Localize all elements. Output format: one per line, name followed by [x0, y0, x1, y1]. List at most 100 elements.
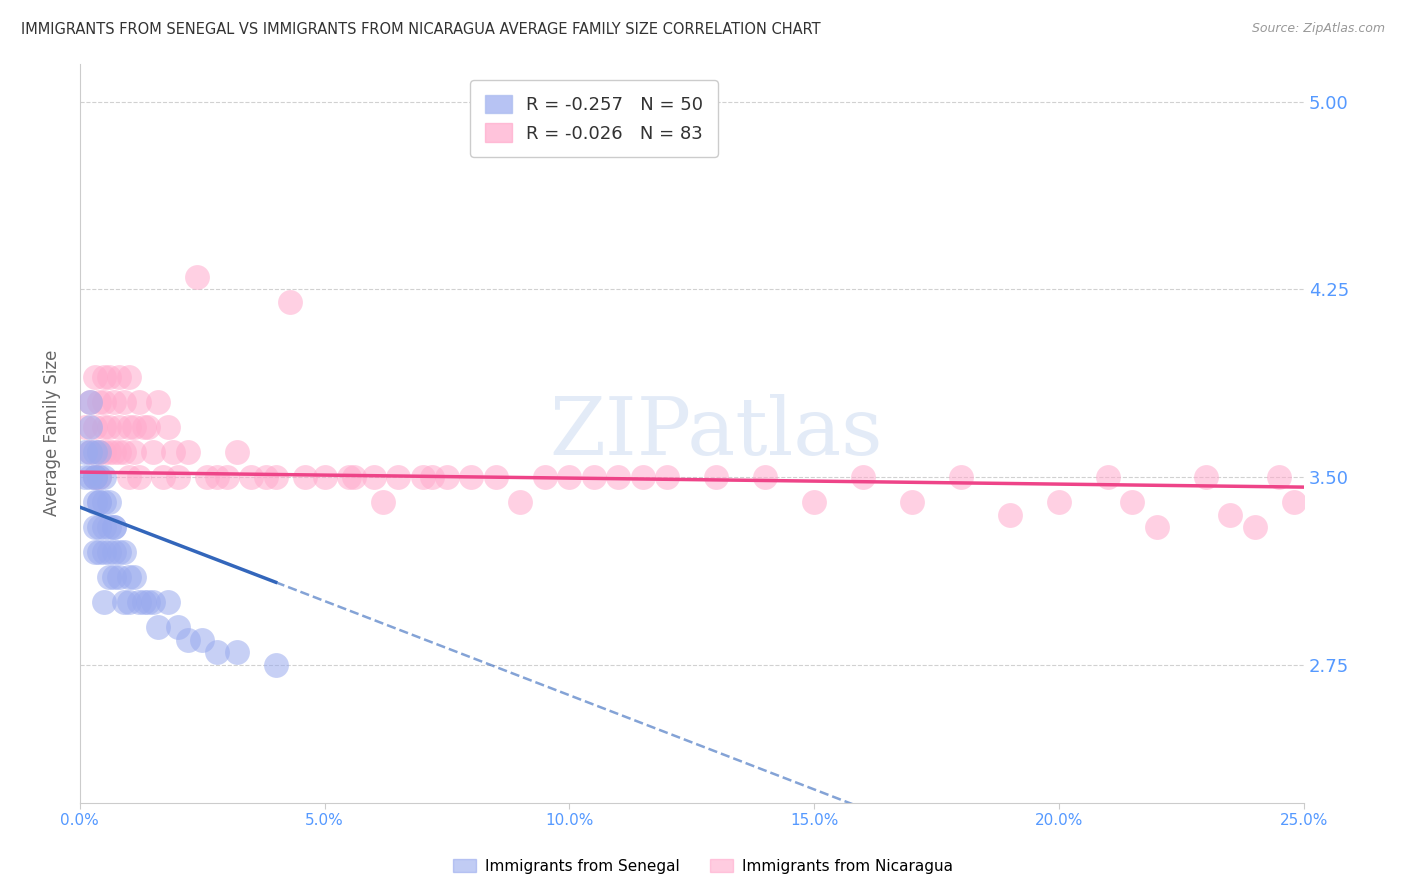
- Point: [176, 632, 198, 647]
- Point: [93, 370, 115, 384]
- Point: [485, 470, 508, 484]
- Point: [108, 370, 131, 384]
- Point: [1121, 495, 1143, 509]
- Point: [108, 420, 131, 434]
- Point: [166, 470, 188, 484]
- Point: [205, 645, 228, 659]
- Point: [103, 445, 125, 459]
- Point: [83, 370, 105, 384]
- Point: [79, 445, 101, 459]
- Point: [166, 620, 188, 634]
- Point: [93, 470, 115, 484]
- Point: [103, 520, 125, 534]
- Text: ZIPatlas: ZIPatlas: [550, 394, 883, 472]
- Point: [754, 470, 776, 484]
- Point: [343, 470, 366, 484]
- Point: [1243, 520, 1265, 534]
- Point: [89, 495, 111, 509]
- Point: [205, 470, 228, 484]
- Point: [148, 620, 170, 634]
- Point: [108, 570, 131, 584]
- Point: [79, 395, 101, 409]
- Point: [534, 470, 557, 484]
- Point: [98, 545, 121, 559]
- Point: [103, 570, 125, 584]
- Point: [264, 657, 287, 672]
- Point: [186, 269, 208, 284]
- Point: [657, 470, 679, 484]
- Point: [631, 470, 654, 484]
- Point: [582, 470, 605, 484]
- Point: [112, 395, 135, 409]
- Point: [142, 445, 165, 459]
- Point: [803, 495, 825, 509]
- Point: [704, 470, 727, 484]
- Point: [294, 470, 316, 484]
- Point: [412, 470, 434, 484]
- Point: [607, 470, 630, 484]
- Point: [254, 470, 277, 484]
- Point: [420, 470, 443, 484]
- Point: [1219, 508, 1241, 522]
- Point: [83, 520, 105, 534]
- Point: [1268, 470, 1291, 484]
- Point: [98, 520, 121, 534]
- Point: [1047, 495, 1070, 509]
- Point: [162, 445, 184, 459]
- Point: [118, 370, 141, 384]
- Point: [79, 420, 101, 434]
- Point: [138, 595, 160, 609]
- Text: Source: ZipAtlas.com: Source: ZipAtlas.com: [1251, 22, 1385, 36]
- Point: [156, 420, 179, 434]
- Point: [73, 470, 96, 484]
- Point: [122, 445, 145, 459]
- Point: [240, 470, 263, 484]
- Point: [83, 420, 105, 434]
- Point: [363, 470, 385, 484]
- Point: [373, 495, 395, 509]
- Point: [103, 395, 125, 409]
- Point: [128, 595, 150, 609]
- Point: [89, 545, 111, 559]
- Point: [337, 470, 360, 484]
- Point: [215, 470, 238, 484]
- Point: [89, 470, 111, 484]
- Point: [98, 570, 121, 584]
- Point: [73, 445, 96, 459]
- Point: [83, 470, 105, 484]
- Point: [79, 470, 101, 484]
- Point: [152, 470, 174, 484]
- Point: [89, 470, 111, 484]
- Point: [89, 445, 111, 459]
- Point: [191, 632, 214, 647]
- Point: [98, 445, 121, 459]
- Point: [93, 520, 115, 534]
- Point: [225, 645, 247, 659]
- Point: [83, 470, 105, 484]
- Point: [558, 470, 581, 484]
- Text: IMMIGRANTS FROM SENEGAL VS IMMIGRANTS FROM NICARAGUA AVERAGE FAMILY SIZE CORRELA: IMMIGRANTS FROM SENEGAL VS IMMIGRANTS FR…: [21, 22, 821, 37]
- Point: [142, 595, 165, 609]
- Legend: R = -0.257   N = 50, R = -0.026   N = 83: R = -0.257 N = 50, R = -0.026 N = 83: [470, 80, 717, 157]
- Point: [83, 545, 105, 559]
- Point: [509, 495, 531, 509]
- Point: [108, 445, 131, 459]
- Point: [998, 508, 1021, 522]
- Y-axis label: Average Family Size: Average Family Size: [44, 350, 60, 516]
- Point: [460, 470, 482, 484]
- Point: [83, 445, 105, 459]
- Point: [118, 470, 141, 484]
- Point: [314, 470, 336, 484]
- Point: [176, 445, 198, 459]
- Point: [195, 470, 218, 484]
- Point: [79, 445, 101, 459]
- Point: [122, 420, 145, 434]
- Point: [73, 420, 96, 434]
- Point: [132, 595, 155, 609]
- Point: [148, 395, 170, 409]
- Point: [138, 420, 160, 434]
- Point: [901, 495, 924, 509]
- Point: [436, 470, 458, 484]
- Point: [89, 445, 111, 459]
- Point: [118, 595, 141, 609]
